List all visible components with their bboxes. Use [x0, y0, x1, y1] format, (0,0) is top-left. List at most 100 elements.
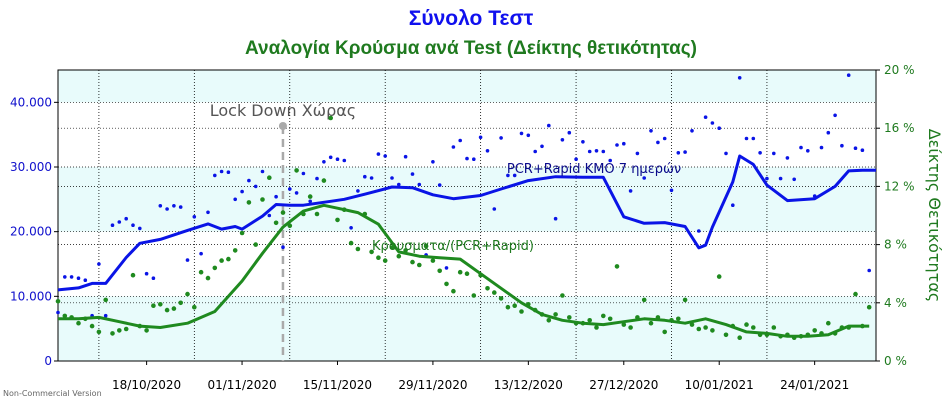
positivity-point	[376, 255, 381, 260]
tests-point	[683, 150, 687, 154]
positivity-point	[103, 297, 108, 303]
tests-point	[567, 130, 572, 135]
positivity-point	[471, 293, 477, 298]
tests-point	[485, 149, 490, 153]
tests-point	[853, 146, 858, 150]
positivity-point	[628, 325, 633, 330]
tests-point	[390, 176, 394, 180]
tests-point	[717, 126, 721, 130]
tests-point	[731, 203, 735, 207]
positivity-point	[260, 197, 265, 202]
tests-point	[131, 223, 135, 227]
positivity-series-label: Κρουσματα/(PCR+Rapid)	[372, 239, 534, 254]
positivity-point	[444, 281, 449, 287]
positivity-point	[614, 264, 620, 269]
positivity-point	[587, 318, 592, 323]
tests-point	[342, 158, 347, 163]
tests-point	[97, 262, 101, 266]
x-tick-label: 13/12/2020	[494, 378, 563, 392]
positivity-point	[294, 168, 299, 173]
tests-point	[792, 177, 796, 182]
tests-point	[499, 136, 503, 140]
positivity-point	[648, 320, 654, 326]
positivity-point	[866, 304, 872, 310]
tests-point	[697, 229, 701, 233]
credit-text: Non-Commercial Version	[3, 389, 102, 398]
tests-point	[322, 160, 326, 164]
tests-point	[751, 136, 756, 141]
positivity-point	[594, 325, 599, 330]
tests-point	[765, 176, 769, 181]
tests-point	[478, 135, 483, 140]
positivity-point	[710, 328, 715, 333]
tests-point	[219, 169, 224, 174]
tests-point	[376, 152, 381, 156]
tests-point	[553, 216, 558, 221]
positivity-point	[198, 269, 204, 275]
left-tick-label: 30.000	[10, 160, 52, 174]
right-tick-label: 16 %	[884, 121, 915, 135]
positivity-point	[89, 323, 95, 329]
positivity-point	[396, 253, 402, 259]
positivity-point	[55, 299, 61, 304]
x-tick-label: 15/11/2020	[303, 378, 372, 392]
positivity-point	[601, 313, 606, 319]
tests-point	[410, 172, 415, 176]
tests-point	[431, 160, 435, 164]
tests-point	[383, 154, 388, 158]
positivity-point	[751, 325, 756, 330]
positivity-point	[335, 217, 340, 223]
positivity-point	[417, 262, 422, 268]
x-tick-label: 27/12/2020	[589, 378, 658, 392]
positivity-point	[492, 290, 497, 295]
positivity-point	[96, 329, 102, 335]
tests-point	[315, 176, 319, 181]
tests-point	[117, 220, 122, 224]
positivity-point	[130, 272, 136, 278]
right-axis-label: Δείκτης Θετικότητας	[925, 129, 943, 303]
right-tick-label: 8 %	[884, 238, 907, 252]
positivity-point	[321, 178, 327, 183]
tests-point	[806, 149, 810, 153]
positivity-point	[505, 304, 511, 310]
tests-point	[185, 258, 190, 262]
tests-point	[526, 133, 531, 138]
tests-point	[581, 140, 585, 144]
positivity-point	[567, 315, 572, 320]
chart-title: Σύνολο Τεστ	[409, 7, 534, 30]
plot-area	[57, 69, 877, 362]
tests-point	[69, 275, 74, 279]
positivity-point	[76, 320, 81, 326]
tests-point	[649, 129, 653, 133]
tests-point	[151, 276, 156, 281]
tests-point	[669, 188, 674, 193]
positivity-point	[410, 259, 415, 265]
tests-point	[492, 207, 497, 211]
tests-point	[165, 207, 169, 211]
background-bands	[58, 70, 876, 361]
tests-point	[437, 183, 442, 187]
tests-7day-line	[57, 154, 876, 292]
tests-point	[833, 113, 837, 118]
positivity-point	[117, 328, 122, 333]
positivity-point	[437, 268, 443, 274]
tests-point	[560, 138, 565, 142]
positivity-point	[744, 322, 749, 327]
positivity-point	[451, 288, 456, 294]
positivity-point	[273, 220, 279, 226]
tests-point	[328, 155, 333, 160]
positivity-point	[62, 313, 68, 319]
positivity-point	[553, 312, 558, 317]
tests-point	[512, 173, 517, 178]
positivity-point	[110, 331, 115, 336]
tests-point	[635, 151, 640, 156]
positivity-point	[239, 230, 245, 236]
tests-point	[744, 136, 749, 141]
tests-point	[826, 130, 831, 135]
tests-point	[778, 176, 783, 181]
tests-point	[587, 149, 592, 154]
positivity-line	[58, 203, 870, 338]
tests-point	[628, 189, 633, 193]
tests-point	[213, 173, 217, 178]
tests-point	[124, 216, 128, 221]
